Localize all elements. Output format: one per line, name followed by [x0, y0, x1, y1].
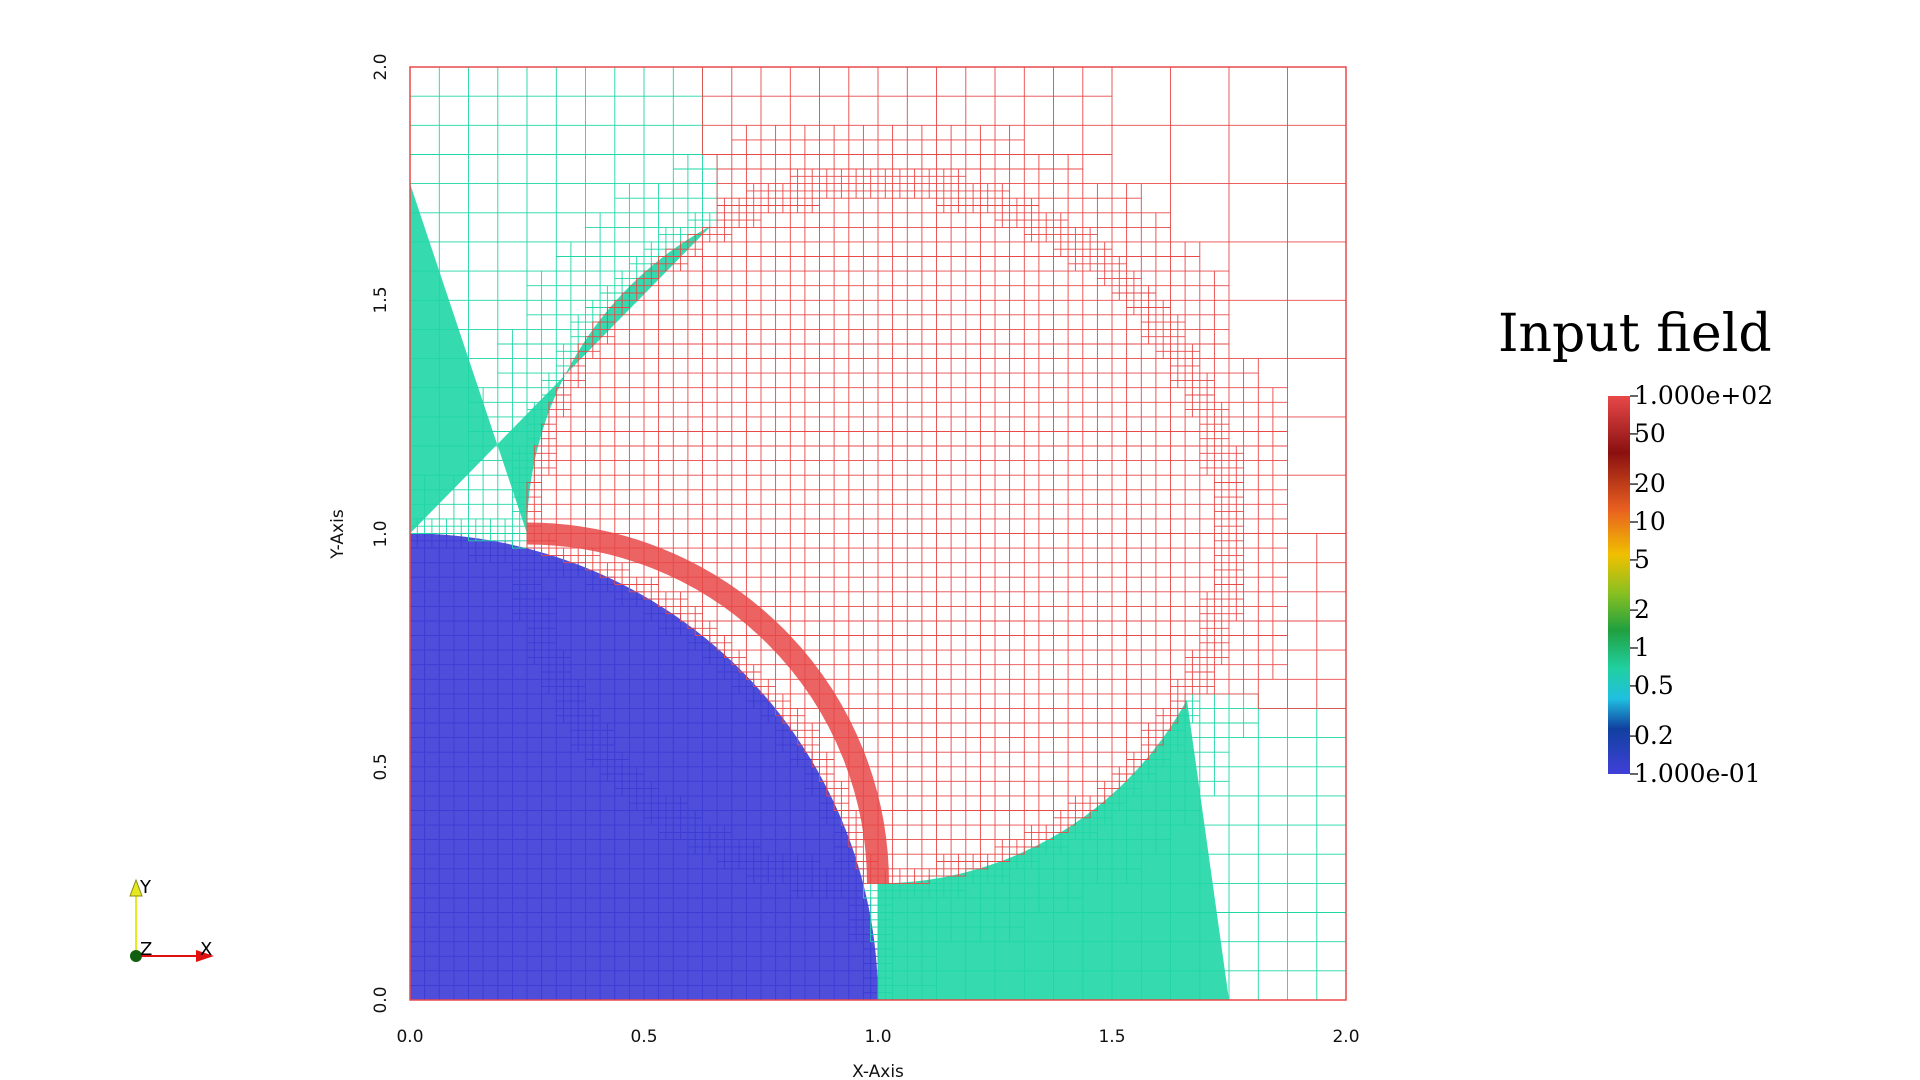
y-arrowhead-icon — [129, 878, 143, 897]
plot-frame — [409, 66, 1347, 1001]
colorbar-label: 2 — [1634, 595, 1650, 624]
colorbar-label: 50 — [1634, 419, 1666, 448]
x-tick-label: 0.5 — [630, 1027, 657, 1047]
orientation-axes[interactable]: Y Z X — [129, 877, 214, 962]
y-tick-label: 0.5 — [371, 753, 391, 780]
colorbar-label: 0.5 — [1634, 671, 1674, 700]
triad-label-x: X — [200, 939, 212, 960]
triad-label-y: Y — [139, 877, 152, 898]
mesh-cells — [410, 67, 1346, 1000]
mesh-cells-high — [526, 67, 1346, 884]
x-axis-ticks: 0.0 0.5 1.0 1.5 2.0 — [396, 1027, 1359, 1047]
y-tick-label: 1.0 — [371, 520, 391, 547]
colorbar — [1608, 396, 1630, 774]
colorbar-label: 1.000e+02 — [1634, 381, 1773, 410]
colorbar-label: 0.2 — [1634, 721, 1674, 750]
x-tick-label: 1.5 — [1098, 1027, 1125, 1047]
colorbar-label: 10 — [1634, 507, 1666, 536]
legend-title: Input field — [1498, 304, 1772, 364]
y-axis-title: Y-Axis — [328, 509, 348, 560]
z-axis-marker-icon — [130, 950, 142, 962]
mesh-plot[interactable] — [409, 66, 1347, 1001]
y-tick-label: 2.0 — [371, 53, 391, 80]
y-tick-label: 0.0 — [371, 986, 391, 1013]
x-tick-label: 2.0 — [1332, 1027, 1359, 1047]
colorbar-label: 1.000e-01 — [1634, 759, 1761, 788]
color-legend[interactable]: Input field 1.000e+025020105210.50.21.00… — [1498, 304, 1773, 788]
x-axis-title: X-Axis — [852, 1062, 904, 1080]
colorbar-label: 20 — [1634, 469, 1666, 498]
x-tick-label: 1.0 — [864, 1027, 891, 1047]
colorbar-label: 1 — [1634, 633, 1650, 662]
x-arrowhead-icon — [196, 950, 214, 962]
x-tick-label: 0.0 — [396, 1027, 423, 1047]
y-tick-label: 1.5 — [371, 286, 391, 313]
colorbar-label: 5 — [1634, 545, 1650, 574]
y-axis-ticks: 0.0 0.5 1.0 1.5 2.0 — [371, 53, 391, 1013]
colorbar-labels: 1.000e+02 50 20 10 5 2 1 0.5 0.2 1.000e-01 — [1630, 381, 1773, 788]
triad-label-z: Z — [140, 939, 152, 960]
